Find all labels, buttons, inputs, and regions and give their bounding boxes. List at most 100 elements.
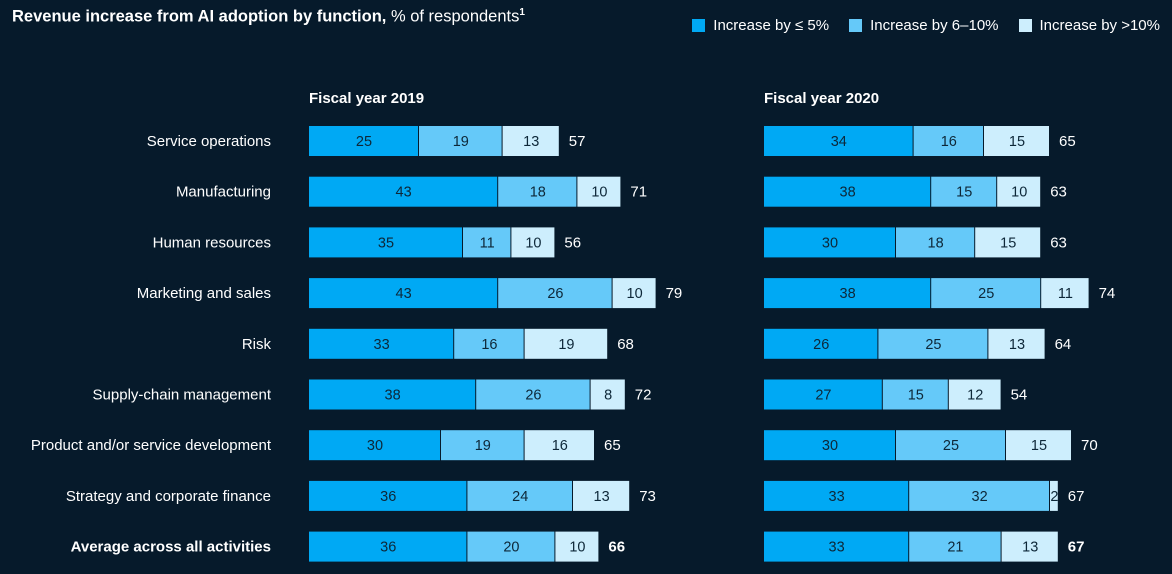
bar-total-label: 74 [1099,285,1116,302]
category-label-human-resources: Human resources [153,234,271,251]
category-label-product-and-or-service-development: Product and/or service development [31,437,272,454]
bar-value-label: 2 [1050,489,1058,505]
bar-segment-le5 [309,430,440,461]
bar-segment-6-10 [476,379,590,410]
bar-total-label: 73 [639,488,656,505]
bar-row-2020-4: 38 25 11 74 [764,278,1116,309]
bar-value-label: 25 [943,438,959,454]
bar-value-label: 12 [967,388,983,404]
legend-swatch-gt10 [1018,19,1032,32]
bar-value-label: 33 [374,337,390,353]
bar-segment-6-10 [882,379,948,410]
bar-value-label: 10 [591,185,607,201]
bar-value-label: 16 [552,438,568,454]
chart-title: Revenue increase from AI adoption by fun… [12,7,525,27]
legend-label-le5: Increase by ≤ 5% [713,17,830,34]
bar-segment-le5 [764,379,882,410]
bar-segment-6-10 [419,126,502,156]
bar-value-label: 26 [813,337,829,353]
bar-row-2019-2: 43 18 10 71 [309,176,647,207]
bar-segment-gt10 [555,531,599,562]
bar-segment-gt10 [1006,430,1071,461]
bar-value-label: 24 [512,489,528,505]
bar-value-label: 32 [972,489,988,505]
bar-value-label: 25 [925,337,941,353]
bar-row-2019-3: 35 11 10 56 [309,227,581,258]
bar-total-label: 64 [1055,336,1072,353]
bar-total-label: 68 [617,336,634,353]
bar-value-label: 38 [840,185,856,201]
bar-row-2019-5: 33 16 19 68 [309,328,634,359]
bar-segment-gt10 [988,328,1045,359]
bar-value-label: 13 [594,489,610,505]
bar-value-label: 35 [378,235,394,251]
category-label-service-operations: Service operations [147,133,271,150]
bar-segment-6-10 [454,328,524,359]
bar-segment-6-10 [498,278,612,309]
bar-value-label: 16 [481,337,497,353]
category-label-marketing-and-sales: Marketing and sales [137,285,271,302]
legend: Increase by ≤ 5% Increase by 6–10% Incre… [692,17,1160,34]
bar-total-label: 66 [608,539,625,556]
bar-segment-le5 [764,126,913,156]
chart-title-bold: Revenue increase from AI adoption by fun… [12,7,387,26]
bar-segment-le5 [764,278,931,309]
bar-total-label: 57 [569,133,586,150]
bar-segment-6-10 [931,176,997,207]
bar-value-label: 13 [523,134,539,150]
bar-value-label: 8 [604,388,612,404]
bar-value-label: 11 [1058,286,1073,302]
bar-value-label: 43 [396,286,412,302]
bar-segment-le5 [764,531,909,562]
bar-segment-le5 [764,176,931,207]
legend-label-6-10: Increase by 6–10% [870,17,999,34]
bar-value-label: 19 [558,337,574,353]
bar-total-label: 67 [1068,488,1085,505]
bar-segment-6-10 [441,430,524,461]
category-label-manufacturing: Manufacturing [176,184,271,201]
bar-row-2020-6: 27 15 12 54 [764,379,1027,410]
bar-segment-gt10 [511,227,555,258]
bar-value-label: 38 [840,286,856,302]
bar-segment-6-10 [878,328,988,359]
panel-title-2019: Fiscal year 2019 [309,90,424,107]
bar-total-label: 70 [1081,437,1098,454]
legend-label-gt10: Increase by >10% [1039,17,1161,34]
bar-segment-gt10 [573,480,630,511]
bar-total-label: 65 [604,437,621,454]
bar-segment-gt10 [975,227,1041,258]
bar-row-2019-4: 43 26 10 79 [309,278,682,309]
bar-value-label: 26 [547,286,563,302]
bar-segment-gt10 [984,126,1049,156]
category-label-supply-chain-management: Supply-chain management [93,387,272,404]
bar-value-label: 38 [385,388,401,404]
bar-value-label: 15 [1009,134,1025,150]
bar-segment-le5 [309,531,467,562]
bar-total-label: 72 [635,387,652,404]
category-label-risk: Risk [242,336,272,353]
bar-value-label: 30 [367,438,383,454]
bar-segment-le5 [309,328,454,359]
bar-value-label: 15 [1000,235,1016,251]
bar-value-label: 11 [480,235,495,251]
bar-value-label: 13 [1022,540,1038,556]
panel-2019: Fiscal year 2019 25 19 13 57 43 18 10 71 35 11 10 56… [309,90,682,562]
bar-segment-le5 [309,480,467,511]
bar-segment-le5 [309,379,476,410]
bar-value-label: 10 [525,235,541,251]
bar-value-label: 10 [627,286,643,302]
bar-row-2020-2: 38 15 10 63 [764,176,1067,207]
bar-value-label: 19 [475,438,491,454]
bar-segment-gt10 [1001,531,1058,562]
bar-row-2019-8: 36 24 13 73 [309,480,656,511]
bar-row-2019-7: 30 19 16 65 [309,430,621,461]
bar-segment-6-10 [913,126,983,156]
bar-value-label: 10 [569,540,585,556]
bar-value-label: 30 [822,235,838,251]
bar-total-label: 65 [1059,133,1076,150]
bar-value-label: 27 [815,388,831,404]
bar-total-label: 63 [1050,184,1067,201]
legend-swatch-6-10 [849,19,863,32]
bar-value-label: 18 [928,235,944,251]
